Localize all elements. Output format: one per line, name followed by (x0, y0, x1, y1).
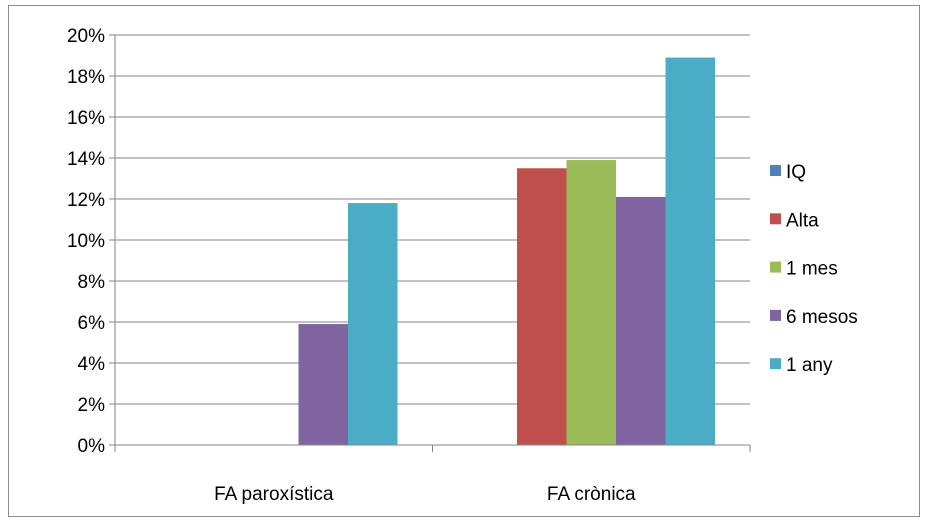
legend-swatch (770, 213, 781, 225)
y-tick-label: 2% (78, 395, 106, 416)
legend-swatch (770, 358, 781, 370)
x-axis-category-labels: FA paroxística FA crònica (214, 484, 636, 505)
legend-swatch (770, 261, 781, 273)
legend-swatch (770, 309, 781, 321)
y-tick-label: 6% (78, 313, 106, 334)
x-category-label: FA paroxística (214, 484, 334, 505)
y-tick-label: 14% (67, 149, 105, 170)
y-tick-label: 0% (78, 436, 106, 457)
y-axis-tick-labels: 0% 2% 4% 6% 8% 10% 12% 14% 16% 18% 20% (67, 26, 105, 457)
bar (298, 324, 348, 445)
legend: IQ Alta 1 mes 6 mesos 1 any (770, 162, 858, 376)
chart-frame (8, 5, 920, 517)
y-tick-label: 18% (67, 67, 105, 88)
y-tick-label: 10% (67, 231, 105, 252)
legend-swatch (770, 165, 781, 176)
bar (566, 160, 616, 446)
legend-label: 1 mes (786, 259, 838, 280)
bar (665, 57, 715, 446)
y-tick-label: 16% (67, 108, 105, 129)
legend-label: 6 mesos (786, 307, 858, 328)
legend-label: 1 any (786, 355, 833, 376)
y-tick-label: 4% (78, 354, 106, 375)
legend-label: Alta (786, 210, 819, 231)
bar (517, 168, 567, 445)
bars (298, 57, 715, 446)
x-category-label: FA crònica (547, 484, 636, 505)
y-tick-label: 20% (67, 26, 105, 47)
legend-label: IQ (786, 162, 806, 183)
axes (109, 34, 751, 452)
bar (616, 196, 666, 445)
y-tick-label: 8% (78, 272, 106, 293)
bar (348, 203, 398, 445)
y-tick-label: 12% (67, 190, 105, 211)
